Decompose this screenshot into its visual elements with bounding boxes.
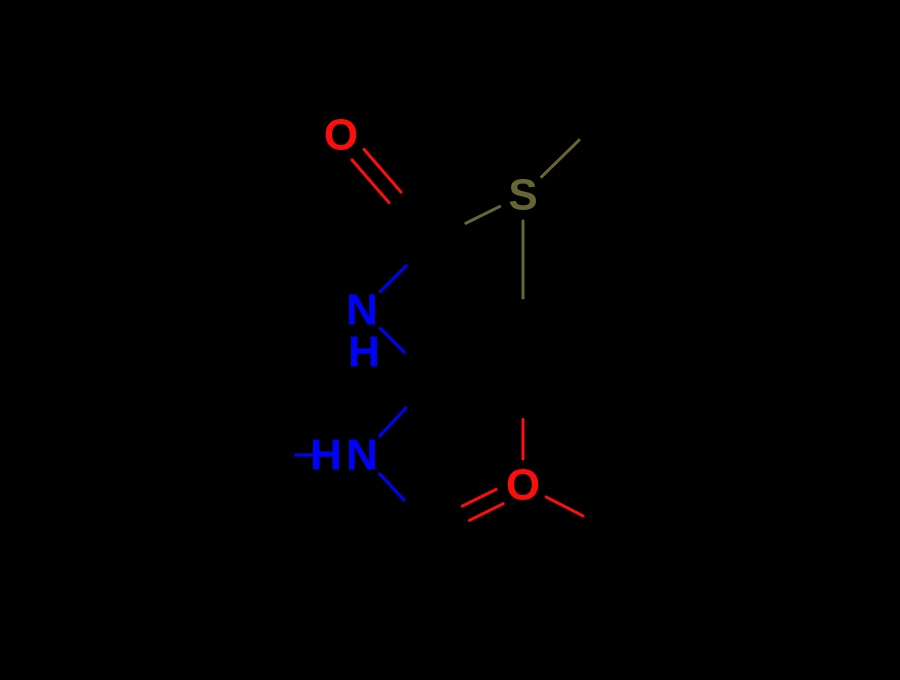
o-atom-label: O: [506, 461, 540, 510]
hydrogen-label: H: [310, 431, 342, 480]
n-atom-label: N: [346, 431, 378, 480]
molecule-diagram: OSNHNHO: [0, 0, 900, 680]
s-atom-label: S: [508, 171, 537, 220]
hydrogen-label: H: [348, 328, 380, 377]
o-atom-label: O: [324, 111, 358, 160]
